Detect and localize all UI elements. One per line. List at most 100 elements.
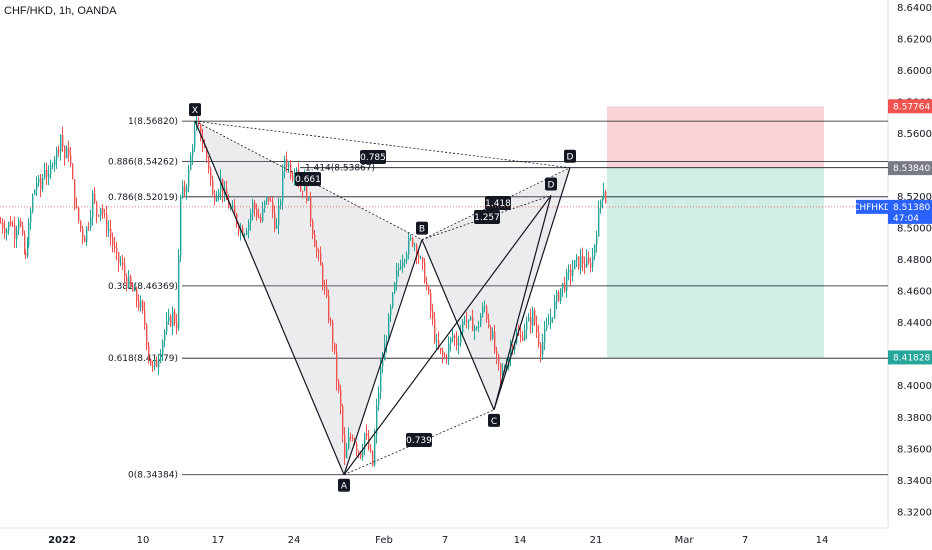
candle-body [0, 222, 2, 224]
candle-body [192, 147, 194, 156]
candle-body [514, 342, 516, 350]
candle-body [526, 321, 528, 331]
candle-body [472, 317, 474, 331]
candle-body [586, 258, 588, 268]
price-tick-label: 8.62000 [897, 35, 932, 46]
candle-body [588, 258, 590, 263]
candle-body [180, 195, 182, 256]
price-tick-label: 8.34000 [897, 476, 932, 487]
candle-body [558, 292, 560, 301]
candle-body [550, 317, 552, 324]
candle-body [28, 222, 30, 246]
candle-body [132, 284, 134, 292]
harmonic-point-label: C [491, 417, 497, 427]
symbol-tag-label: CHFHKD [853, 203, 891, 213]
candle-body [318, 251, 320, 254]
candle-body [364, 433, 366, 450]
candle-body [568, 269, 570, 273]
candle-body [330, 320, 332, 323]
candle-body [144, 310, 146, 325]
candle-body [30, 211, 32, 223]
candle-body [102, 208, 104, 214]
candle-body [358, 451, 360, 453]
candle-body [124, 265, 126, 277]
candle-body [420, 257, 422, 259]
price-tick-label: 8.46000 [897, 287, 932, 298]
candle-body [38, 178, 40, 183]
candle-body [118, 252, 120, 263]
candle-body [548, 323, 550, 325]
price-tick-label: 8.32000 [897, 507, 932, 518]
price-tick-label: 8.38000 [897, 413, 932, 424]
candle-body [172, 311, 174, 326]
last-price-tag-label: 8.51380 [893, 203, 930, 213]
candle-body [394, 283, 396, 293]
candle-body [424, 262, 426, 283]
candle-body [194, 130, 196, 148]
candle-body [260, 217, 262, 221]
ratio-box [295, 172, 321, 186]
price-tick-label: 8.36000 [897, 444, 932, 455]
candle-body [100, 208, 102, 216]
candle-body [582, 255, 584, 265]
candle-body [408, 238, 410, 255]
candle-body [584, 264, 586, 268]
candle-body [62, 135, 64, 147]
candle-body [92, 193, 94, 217]
take-profit-zone [607, 168, 824, 358]
candle-body [562, 283, 564, 289]
candle-body [214, 194, 216, 202]
harmonic-point-label: X [192, 106, 198, 116]
candle-body [72, 164, 74, 180]
price-tag-label: 8.57764 [893, 102, 930, 112]
candle-body [140, 301, 142, 308]
harmonic-point-label: A [341, 482, 348, 492]
candle-body [340, 390, 342, 407]
candle-body [174, 311, 176, 323]
candle-body [76, 205, 78, 208]
candle-body [288, 164, 290, 167]
candle-body [266, 197, 268, 202]
candle-body [362, 449, 364, 458]
candle-body [520, 335, 522, 337]
candle-body [42, 178, 44, 190]
candle-body [56, 149, 58, 160]
candle-body [16, 229, 18, 239]
time-tick-label: 14 [514, 535, 527, 546]
candle-body [356, 443, 358, 452]
fib-level-label: 0.382(8.46369) [108, 282, 178, 292]
candle-body [198, 120, 200, 125]
candle-body [312, 221, 314, 235]
candle-body [168, 316, 170, 322]
candle-body [428, 286, 430, 293]
candle-body [248, 222, 250, 231]
candle-body [18, 220, 20, 230]
candle-body [148, 345, 150, 359]
candle-body [94, 193, 96, 202]
candle-body [258, 216, 260, 218]
candle-body [344, 434, 346, 458]
candle-body [184, 185, 186, 192]
candle-body [342, 406, 344, 435]
candle-body [350, 436, 352, 438]
price-tick-label: 8.64000 [897, 3, 932, 14]
candle-body [446, 356, 448, 359]
candle-body [402, 261, 404, 267]
time-tick-label: 24 [288, 535, 301, 546]
candle-body [522, 336, 524, 341]
candle-body [398, 268, 400, 271]
candle-body [432, 311, 434, 320]
candle-body [452, 335, 454, 339]
candle-body [188, 169, 190, 188]
candle-body [320, 253, 322, 266]
candle-body [436, 340, 438, 342]
candle-body [576, 256, 578, 261]
candle-body [600, 200, 602, 209]
candle-body [372, 450, 374, 466]
candle-body [422, 257, 424, 263]
candle-body [370, 449, 372, 451]
bcd-triangle [422, 167, 570, 410]
time-tick-label: 7 [742, 535, 748, 546]
candle-body [470, 317, 472, 320]
